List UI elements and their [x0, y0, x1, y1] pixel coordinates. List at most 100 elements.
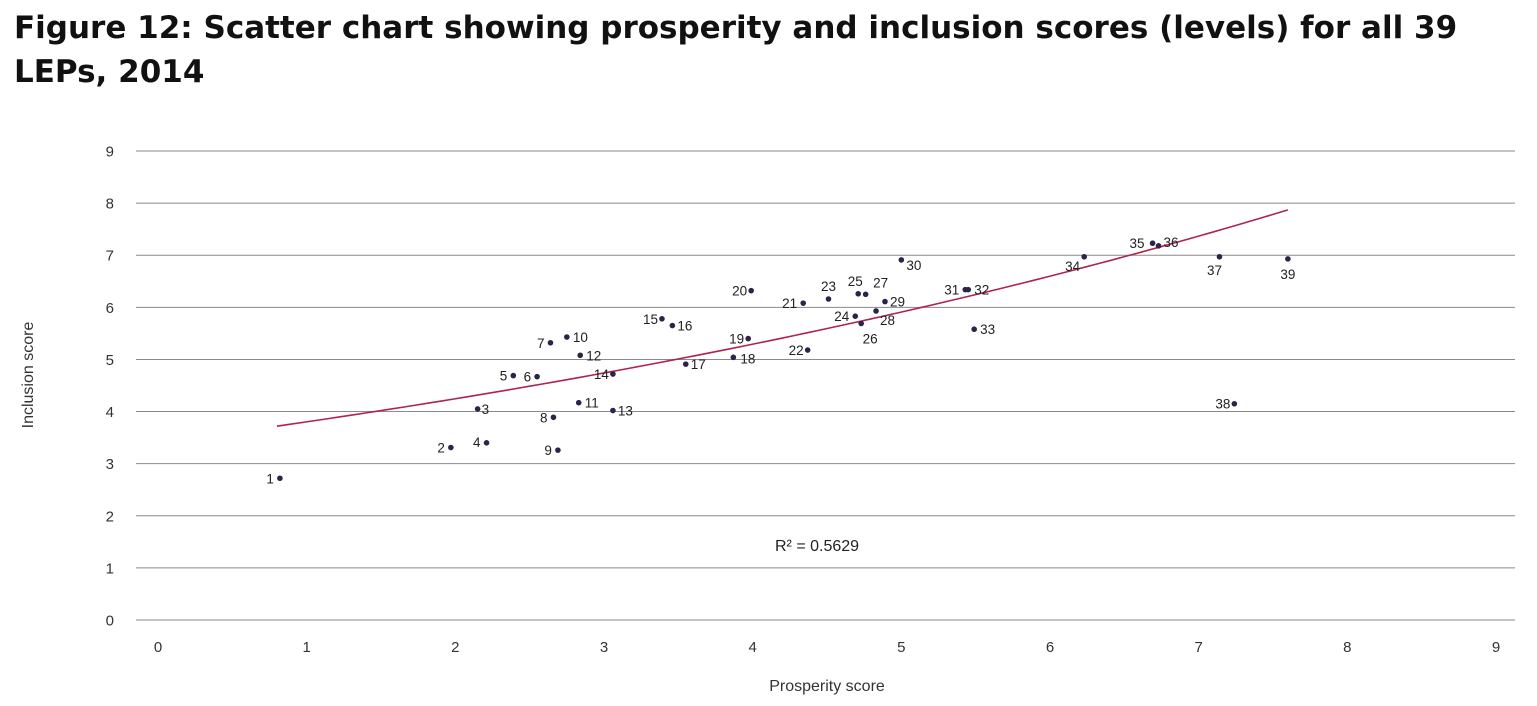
- y-tick-label: 5: [106, 352, 114, 369]
- x-tick-label: 7: [1194, 639, 1202, 656]
- data-point-25: [855, 290, 862, 297]
- point-label-35: 35: [1130, 236, 1145, 251]
- x-tick-label: 6: [1046, 639, 1054, 656]
- data-point-38: [1231, 400, 1238, 407]
- point-label-6: 6: [524, 370, 532, 385]
- point-label-14: 14: [594, 367, 610, 382]
- point-label-12: 12: [586, 348, 601, 363]
- point-label-15: 15: [643, 312, 658, 327]
- data-point-10: [564, 334, 570, 340]
- data-point-7: [547, 339, 554, 346]
- point-label-28: 28: [880, 313, 895, 328]
- point-label-30: 30: [906, 258, 921, 273]
- point-label-11: 11: [585, 396, 599, 411]
- data-point-28: [873, 308, 879, 314]
- x-tick-label: 9: [1492, 639, 1500, 656]
- data-point-14: [610, 371, 616, 377]
- x-tick-label: 2: [451, 639, 459, 656]
- data-point-24: [852, 313, 859, 319]
- point-label-13: 13: [618, 404, 633, 419]
- data-point-16: [669, 322, 676, 329]
- data-point-3: [474, 406, 481, 412]
- data-points: [277, 240, 1291, 482]
- point-label-4: 4: [473, 435, 481, 450]
- data-point-21: [800, 300, 807, 306]
- data-point-9: [555, 447, 561, 453]
- data-point-8: [550, 414, 557, 421]
- point-label-20: 20: [732, 284, 747, 299]
- point-label-17: 17: [691, 357, 706, 372]
- data-point-15: [659, 315, 665, 322]
- y-tick-label: 1: [106, 560, 114, 577]
- data-point-26: [858, 320, 864, 327]
- x-axis-label: Prosperity score: [769, 678, 885, 695]
- data-point-5: [510, 372, 517, 379]
- x-tick-label: 3: [600, 639, 608, 656]
- data-point-20: [748, 287, 754, 294]
- data-point-34: [1081, 253, 1087, 260]
- data-point-33: [971, 326, 977, 333]
- data-point-36: [1155, 243, 1162, 249]
- point-label-33: 33: [980, 322, 995, 337]
- point-label-37: 37: [1207, 263, 1222, 278]
- y-tick-label: 9: [106, 144, 114, 161]
- x-axis-ticks: 0 1 2 3 4 5 6 7 8 9: [154, 639, 1500, 656]
- data-point-19: [745, 335, 752, 342]
- y-tick-label: 3: [106, 456, 114, 473]
- y-tick-label: 6: [106, 300, 114, 317]
- data-point-35: [1149, 240, 1156, 247]
- point-label-26: 26: [863, 331, 878, 346]
- y-tick-label: 8: [106, 196, 114, 213]
- point-label-23: 23: [821, 279, 836, 294]
- data-point-6: [534, 373, 540, 380]
- data-point-17: [682, 361, 689, 367]
- y-tick-label: 2: [106, 508, 114, 525]
- point-label-10: 10: [573, 330, 588, 345]
- y-tick-label: 0: [106, 613, 114, 630]
- point-label-3: 3: [482, 402, 490, 417]
- data-point-29: [882, 298, 888, 305]
- data-point-23: [825, 296, 832, 302]
- point-label-22: 22: [789, 343, 804, 358]
- point-label-25: 25: [848, 274, 863, 289]
- x-tick-label: 0: [154, 639, 162, 656]
- data-point-2: [448, 444, 454, 451]
- data-point-12: [577, 352, 584, 359]
- point-label-8: 8: [540, 410, 548, 425]
- x-tick-label: 5: [897, 639, 905, 656]
- point-label-32: 32: [974, 283, 989, 298]
- trend-line: [276, 209, 1289, 427]
- point-label-19: 19: [729, 332, 744, 347]
- point-label-27: 27: [873, 275, 888, 290]
- x-tick-label: 4: [748, 639, 756, 656]
- data-point-4: [483, 440, 490, 446]
- point-label-5: 5: [500, 369, 508, 384]
- point-label-38: 38: [1215, 397, 1230, 412]
- point-label-1: 1: [266, 471, 274, 486]
- data-point-1: [277, 475, 283, 482]
- data-point-27: [862, 291, 869, 298]
- data-point-18: [730, 354, 737, 361]
- gridlines: [136, 150, 1515, 621]
- r-squared-annotation: R² = 0.5629: [775, 538, 859, 555]
- data-point-39: [1285, 256, 1291, 262]
- y-axis-label: Inclusion score: [20, 322, 37, 429]
- point-label-39: 39: [1280, 267, 1295, 282]
- y-tick-label: 4: [106, 404, 114, 421]
- data-point-11: [575, 399, 582, 406]
- point-label-24: 24: [834, 309, 850, 324]
- point-label-18: 18: [740, 351, 755, 366]
- point-label-21: 21: [782, 296, 797, 311]
- data-point-13: [610, 407, 616, 414]
- point-label-2: 2: [437, 441, 445, 456]
- data-point-37: [1216, 253, 1223, 260]
- point-label-29: 29: [890, 295, 905, 310]
- data-point-30: [898, 257, 905, 263]
- point-label-34: 34: [1065, 259, 1081, 274]
- point-label-16: 16: [677, 319, 692, 334]
- x-tick-label: 8: [1343, 639, 1351, 656]
- chart-title: Figure 12: Scatter chart showing prosper…: [14, 10, 1458, 90]
- point-label-31: 31: [944, 283, 959, 298]
